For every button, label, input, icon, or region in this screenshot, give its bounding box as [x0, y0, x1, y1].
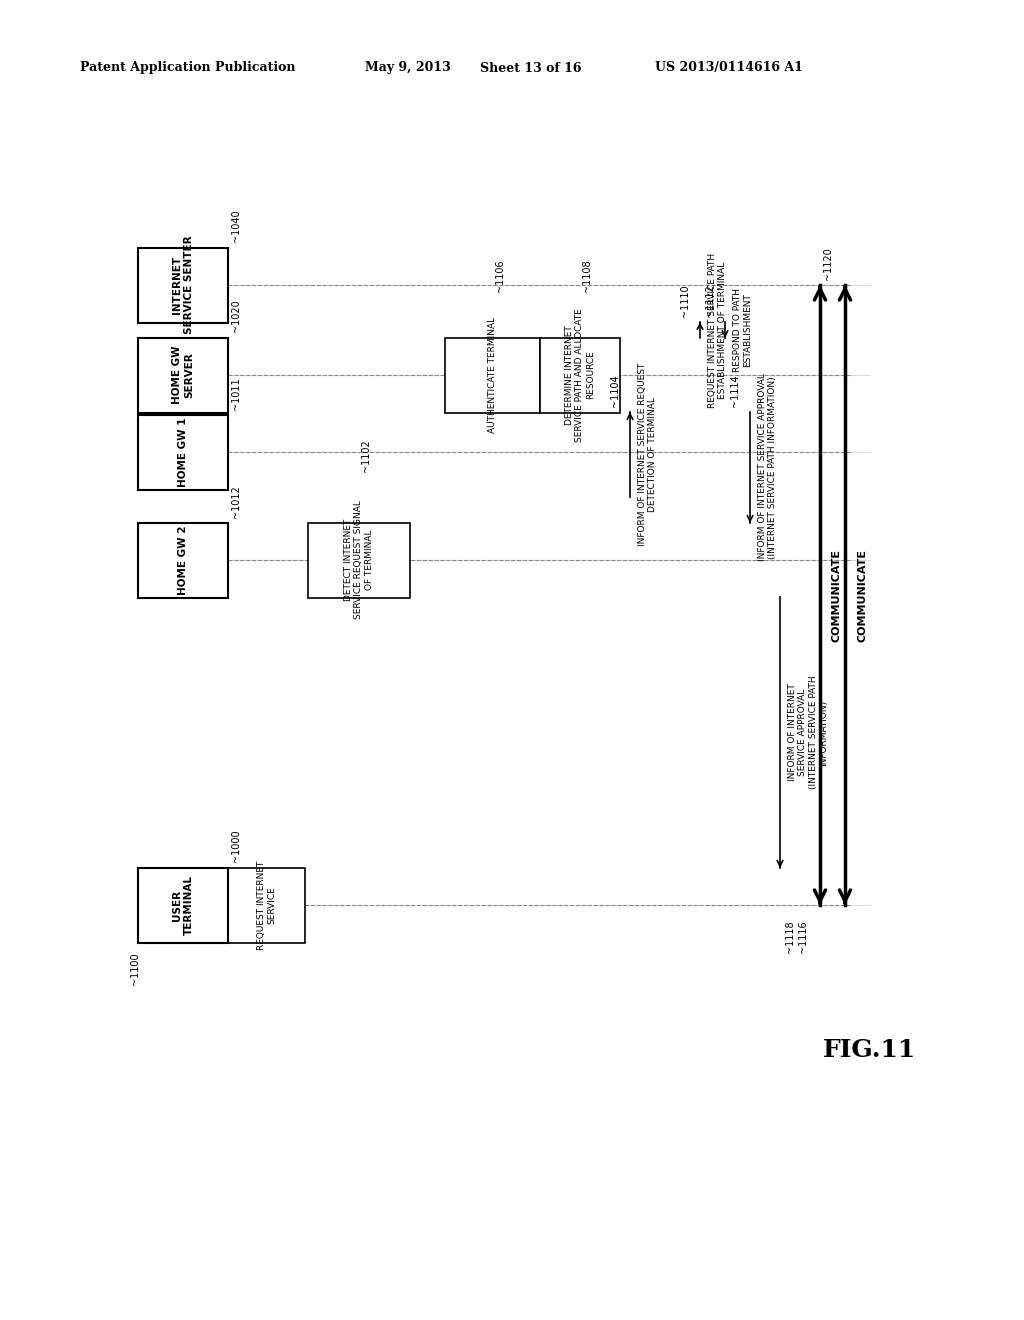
Text: HOME GW
SERVER: HOME GW SERVER — [172, 346, 194, 404]
Text: FIG.11: FIG.11 — [823, 1038, 916, 1063]
Text: INFORM OF INTERNET
SERVICE APPROVAL
(INTERNET SERVICE PATH
INFORMATION): INFORM OF INTERNET SERVICE APPROVAL (INT… — [788, 676, 828, 789]
Bar — [138, 338, 228, 412]
Text: ~1011: ~1011 — [231, 378, 241, 409]
Text: REQUEST INTERNET SERVICE PATH
ESTABLISHMENT OF TERMINAL: REQUEST INTERNET SERVICE PATH ESTABLISHM… — [708, 252, 727, 408]
Bar — [138, 248, 228, 322]
Text: INTERNET
SERVICE SENTER: INTERNET SERVICE SENTER — [172, 236, 194, 334]
Bar — [138, 523, 228, 598]
Text: ~1020: ~1020 — [231, 300, 241, 333]
Bar — [228, 867, 305, 942]
Text: INFORM OF INTERNET SERVICE REQUEST
DETECTION OF TERMINAL: INFORM OF INTERNET SERVICE REQUEST DETEC… — [638, 363, 657, 546]
Text: USER
TERMINAL: USER TERMINAL — [172, 875, 194, 935]
Text: ~1110: ~1110 — [680, 284, 690, 317]
Text: AUTHENTICATE TERMINAL: AUTHENTICATE TERMINAL — [488, 317, 497, 433]
Text: ~1040: ~1040 — [231, 210, 241, 243]
Text: ~1000: ~1000 — [231, 830, 241, 862]
Text: COMMUNICATE: COMMUNICATE — [857, 549, 867, 642]
Text: HOME GW 1: HOME GW 1 — [178, 417, 188, 487]
Text: INFORM OF INTERNET SERVICE APPROVAL
(INTERNET SERVICE PATH INFORMATION): INFORM OF INTERNET SERVICE APPROVAL (INT… — [758, 374, 777, 561]
Text: ~1100: ~1100 — [130, 952, 140, 985]
Text: ~1102: ~1102 — [361, 440, 371, 473]
Text: ~1116: ~1116 — [798, 920, 808, 953]
Bar — [540, 338, 620, 412]
Text: RESPOND TO PATH
ESTABLISHMENT: RESPOND TO PATH ESTABLISHMENT — [733, 288, 753, 372]
Text: Sheet 13 of 16: Sheet 13 of 16 — [480, 62, 582, 74]
Bar — [138, 867, 228, 942]
Text: REQUEST INTERNET
SERVICE: REQUEST INTERNET SERVICE — [257, 861, 276, 949]
Text: Patent Application Publication: Patent Application Publication — [80, 62, 296, 74]
Bar — [138, 414, 228, 490]
Text: DETERMINE INTERNET
SERVICE PATH AND ALLOCATE
RESOURCE: DETERMINE INTERNET SERVICE PATH AND ALLO… — [565, 308, 595, 442]
Text: ~1114: ~1114 — [730, 375, 740, 407]
Text: ~1012: ~1012 — [231, 484, 241, 517]
Text: ~1120: ~1120 — [823, 247, 833, 280]
Text: DETECT INTERNET
SERVICE REQUEST SIGNAL
OF TERMINAL: DETECT INTERNET SERVICE REQUEST SIGNAL O… — [344, 500, 374, 619]
Text: COMMUNICATE: COMMUNICATE — [831, 549, 842, 642]
Text: HOME GW 2: HOME GW 2 — [178, 525, 188, 595]
Text: ~1106: ~1106 — [495, 260, 505, 293]
Bar — [445, 338, 540, 412]
Text: ~1104: ~1104 — [610, 375, 620, 407]
Text: ~1112: ~1112 — [705, 284, 715, 317]
Text: US 2013/0114616 A1: US 2013/0114616 A1 — [655, 62, 803, 74]
Bar — [308, 523, 410, 598]
Text: ~1118: ~1118 — [785, 920, 795, 953]
Text: May 9, 2013: May 9, 2013 — [365, 62, 451, 74]
Text: ~1108: ~1108 — [582, 260, 592, 293]
